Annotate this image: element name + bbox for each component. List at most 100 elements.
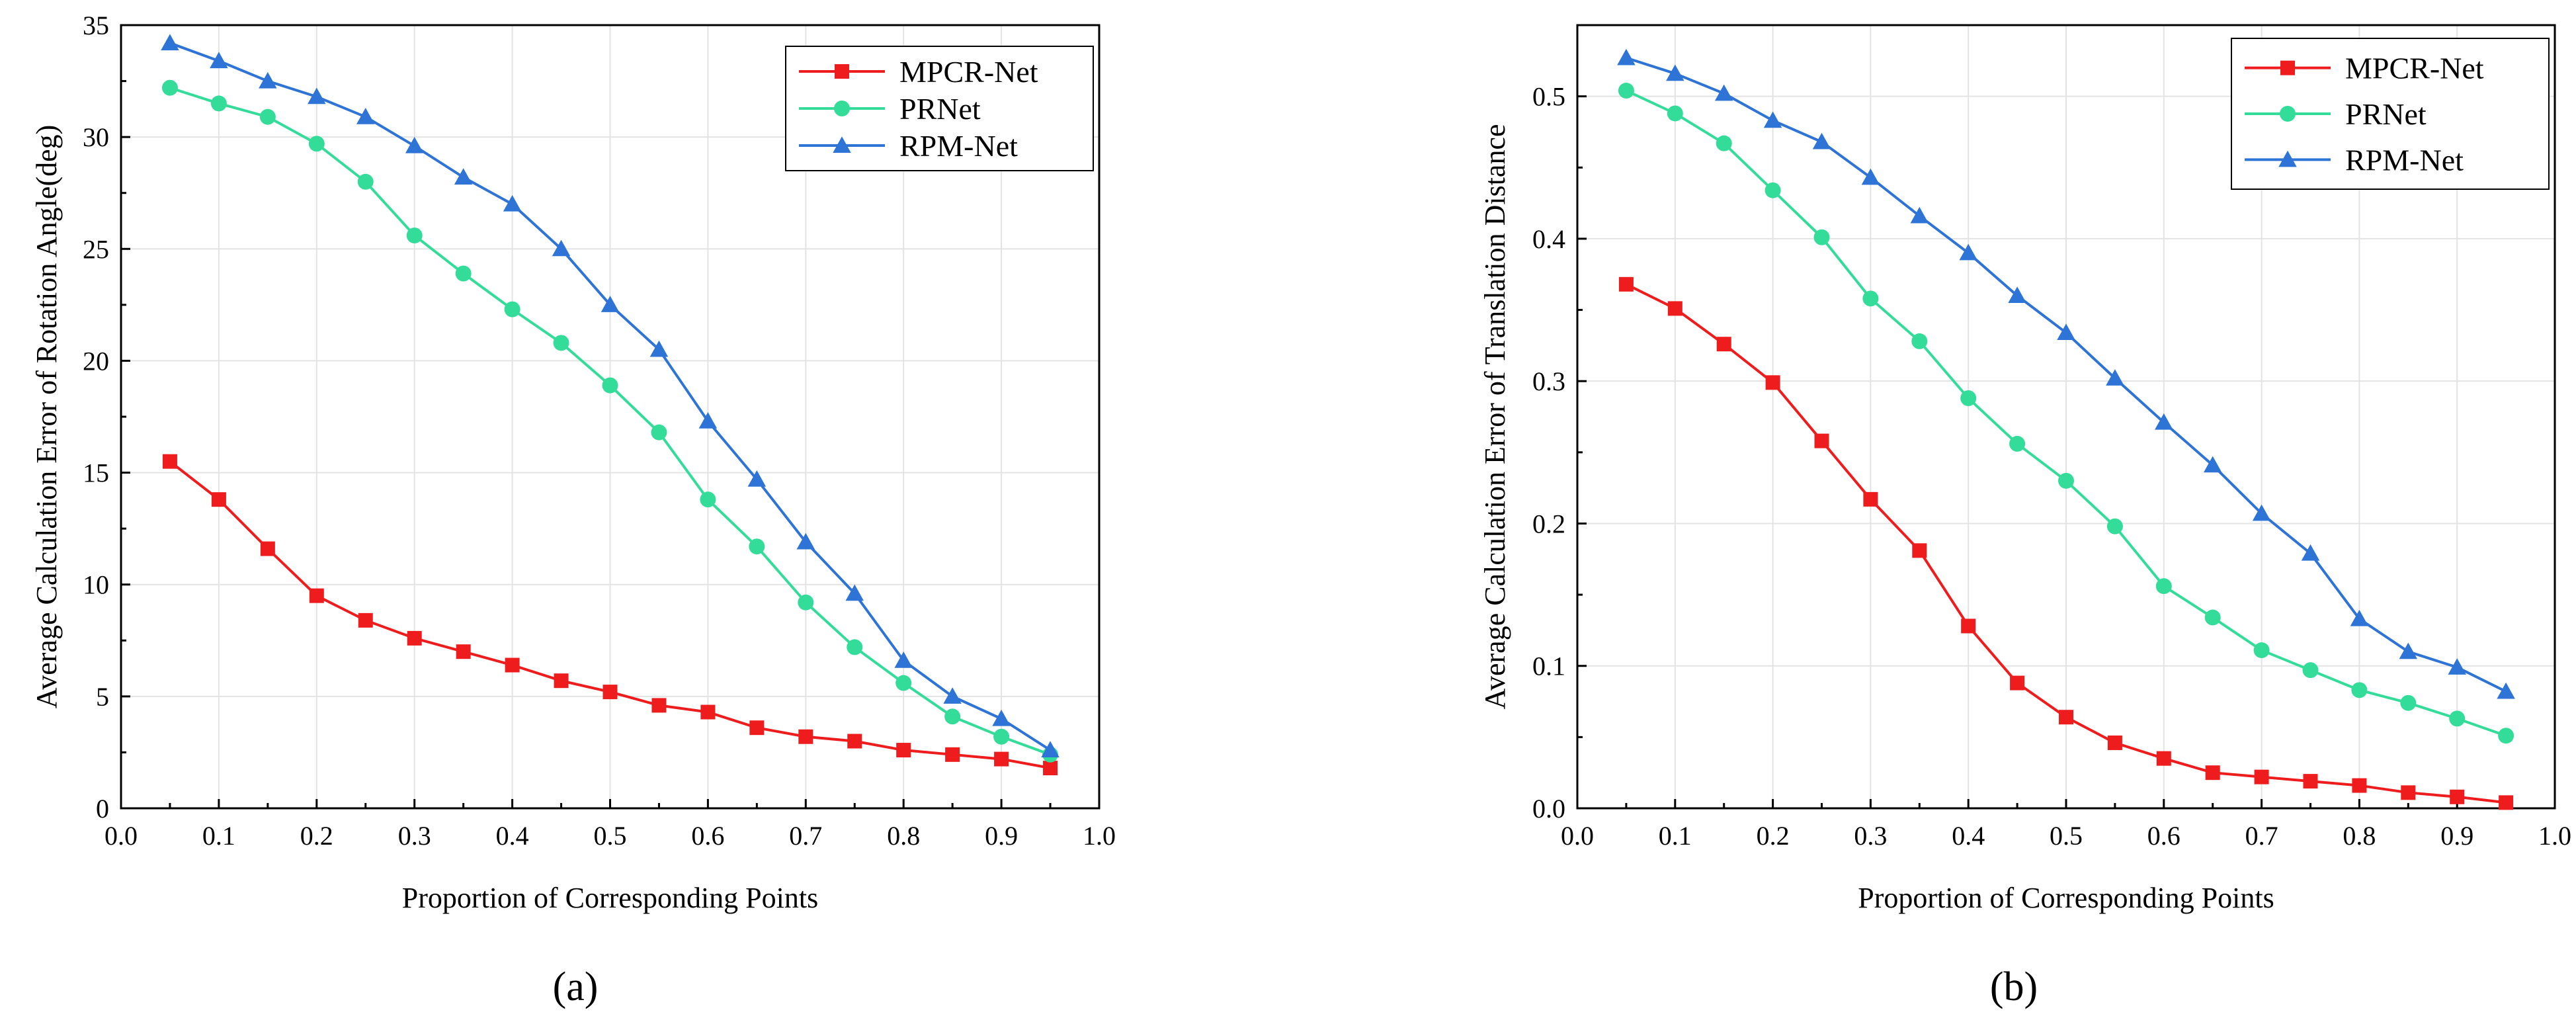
x-tick-label: 1.0 — [2538, 821, 2571, 851]
data-point — [602, 685, 618, 700]
data-point — [161, 34, 179, 51]
data-point — [2156, 751, 2171, 766]
data-point — [309, 588, 324, 603]
y-axis-label: Average Calculation Error of Rotation An… — [30, 125, 63, 709]
y-tick-label: 0 — [96, 794, 109, 824]
data-point — [651, 698, 667, 713]
x-tick-label: 1.0 — [1083, 821, 1116, 851]
data-point — [602, 377, 618, 394]
data-point — [2010, 675, 2025, 691]
data-point — [1716, 337, 1731, 352]
data-point — [2401, 785, 2416, 800]
data-point — [456, 644, 471, 659]
data-point — [945, 747, 960, 762]
data-point — [2203, 456, 2222, 473]
data-point — [211, 492, 226, 507]
legend-marker — [2278, 150, 2297, 167]
data-point — [700, 491, 716, 508]
data-point — [2303, 774, 2318, 789]
x-tick-label: 0.3 — [398, 821, 431, 851]
y-tick-label: 20 — [83, 346, 109, 376]
legend-label: PRNet — [899, 92, 981, 126]
y-tick-label: 35 — [83, 11, 109, 40]
data-point — [2252, 504, 2271, 521]
data-point — [1716, 135, 1732, 151]
x-tick-label: 0.3 — [1854, 821, 1887, 851]
data-point — [2352, 778, 2367, 793]
data-point — [308, 87, 326, 105]
data-point — [992, 709, 1011, 726]
data-point — [845, 584, 864, 601]
y-tick-label: 0.3 — [1532, 366, 1565, 396]
data-point — [651, 424, 667, 441]
legend-label: RPM-Net — [899, 129, 1018, 163]
y-tick-label: 5 — [96, 682, 109, 712]
x-tick-label: 0.9 — [985, 821, 1018, 851]
data-point — [553, 335, 569, 351]
data-point — [2059, 710, 2073, 725]
y-tick-label: 10 — [83, 570, 109, 600]
x-tick-label: 0.0 — [104, 821, 138, 851]
data-point — [895, 675, 912, 691]
data-point — [1812, 132, 1831, 149]
data-point — [1861, 168, 1880, 185]
x-tick-label: 0.1 — [202, 821, 235, 851]
data-point — [2107, 735, 2122, 750]
data-point — [1667, 105, 1683, 122]
x-tick-label: 0.7 — [2245, 821, 2278, 851]
data-point — [2301, 544, 2320, 561]
data-point — [896, 743, 911, 758]
y-tick-label: 0.4 — [1532, 224, 1565, 254]
data-point — [894, 651, 913, 668]
data-point — [1041, 741, 1059, 758]
legend-marker — [2280, 106, 2296, 122]
data-point — [1960, 390, 1977, 407]
y-tick-label: 0.2 — [1532, 509, 1565, 538]
data-point — [2155, 578, 2172, 595]
data-point — [2106, 369, 2124, 386]
data-point — [405, 136, 424, 153]
x-tick-label: 0.7 — [789, 821, 822, 851]
data-point — [504, 301, 520, 317]
series-prnet — [161, 79, 1059, 763]
data-point — [2253, 642, 2270, 659]
data-point — [260, 541, 275, 556]
data-point — [698, 412, 718, 429]
data-point — [1813, 229, 1830, 245]
data-point — [601, 296, 620, 312]
x-tick-label: 0.0 — [1561, 821, 1594, 851]
x-tick-label: 0.9 — [2440, 821, 2473, 851]
data-point — [2204, 609, 2221, 626]
series-mpcr-net — [162, 454, 1058, 776]
data-point — [1959, 243, 1977, 261]
y-tick-label: 30 — [83, 122, 109, 152]
data-point — [2497, 682, 2515, 699]
data-point — [2106, 518, 2123, 534]
legend-label: MPCR-Net — [899, 55, 1038, 89]
data-point — [454, 168, 473, 185]
y-tick-label: 0.0 — [1532, 794, 1565, 824]
data-point — [552, 239, 571, 257]
legend-marker — [833, 136, 851, 153]
data-point — [993, 728, 1010, 745]
data-point — [1618, 276, 1634, 292]
data-point — [1910, 206, 1929, 224]
data-point — [1862, 290, 1879, 307]
legend-marker — [835, 64, 849, 79]
y-axis-label: Average Calculation Error of Translation… — [1479, 124, 1511, 709]
data-point — [2009, 435, 2026, 452]
data-point — [1666, 64, 1684, 81]
data-point — [2450, 789, 2465, 804]
x-tick-label: 0.8 — [887, 821, 920, 851]
legend-label: PRNet — [2345, 97, 2427, 131]
data-point — [1667, 301, 1683, 316]
data-point — [1618, 83, 1634, 99]
data-point — [1714, 84, 1733, 101]
series-mpcr-net — [1618, 276, 2514, 810]
data-point — [1911, 333, 1928, 349]
series-prnet — [1618, 83, 2514, 744]
data-point — [2254, 769, 2269, 784]
